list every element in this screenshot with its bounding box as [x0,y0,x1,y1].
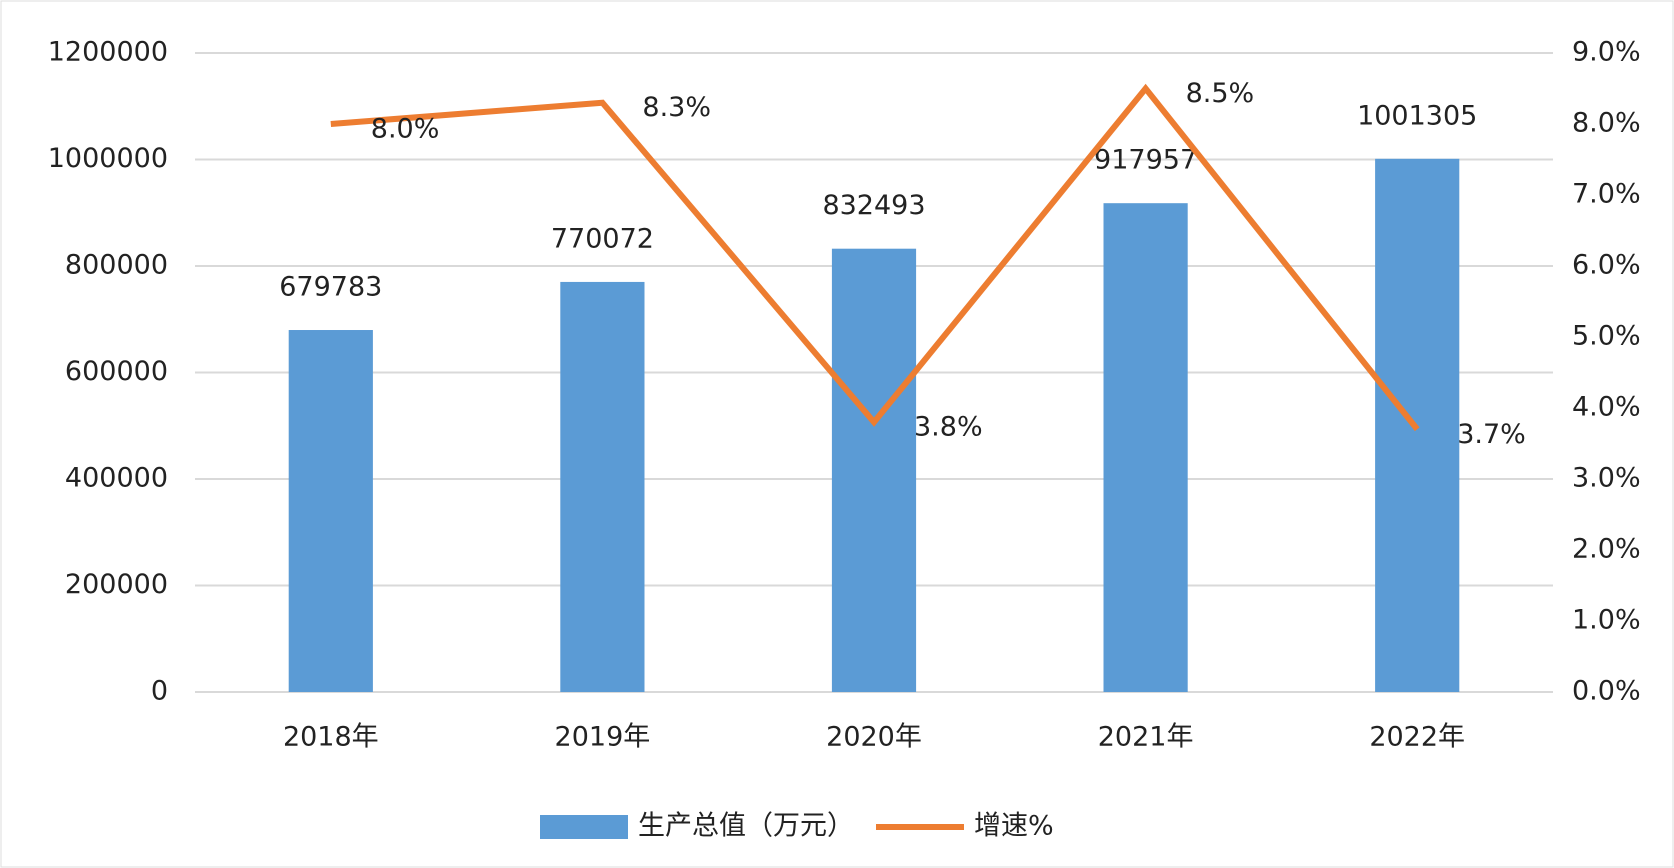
line-data-label: 3.7% [1457,419,1526,450]
y2-tick-label: 8.0% [1572,108,1641,139]
x-tick-label: 2020年 [826,722,922,753]
y-tick-label: 800000 [65,250,168,281]
y-tick-label: 600000 [65,356,168,387]
line-data-label: 8.0% [371,114,440,145]
bar [560,281,645,692]
y2-tick-label: 5.0% [1572,321,1641,352]
legend-swatch [540,815,628,839]
y2-tick-label: 0.0% [1572,676,1641,707]
y2-tick-label: 4.0% [1572,392,1641,423]
legend-label: 生产总值（万元） [638,811,854,842]
x-tick-label: 2019年 [555,722,651,753]
data-label: 679783 [279,272,382,303]
data-label: 1001305 [1357,100,1477,131]
y2-tick-label: 1.0% [1572,605,1641,636]
legend-label: 增速% [974,811,1054,842]
x-tick-label: 2018年 [283,722,379,753]
y-tick-label: 400000 [65,463,168,494]
y2-tick-label: 9.0% [1572,37,1641,68]
x-tick-label: 2022年 [1369,722,1465,753]
y-tick-label: 1200000 [48,37,168,68]
y2-tick-label: 3.0% [1572,463,1641,494]
line-data-label: 8.5% [1186,78,1255,109]
line-data-label: 8.3% [642,92,711,123]
x-tick-label: 2021年 [1098,722,1194,753]
bar [1103,203,1188,692]
line-data-label: 3.8% [914,412,983,443]
y2-tick-label: 2.0% [1572,534,1641,565]
bar [288,330,373,692]
y-tick-label: 0 [151,676,168,707]
line [330,83,1420,432]
data-label: 770072 [551,223,654,254]
y-tick-label: 1000000 [48,143,168,174]
data-label: 832493 [822,190,925,221]
y2-tick-label: 6.0% [1572,250,1641,281]
y2-tick-label: 7.0% [1572,179,1641,210]
y-tick-label: 200000 [65,569,168,600]
data-label: 917957 [1094,145,1197,176]
bar [831,248,917,692]
